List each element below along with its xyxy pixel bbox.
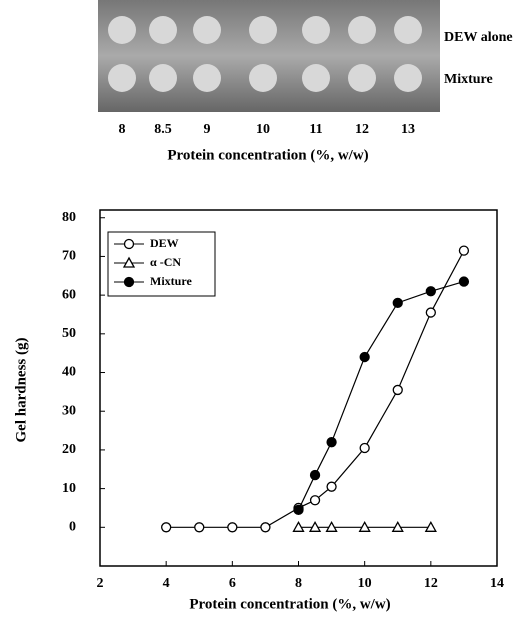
photo-row-label: Mixture: [444, 72, 493, 87]
photo-column-label: 8.5: [154, 122, 172, 137]
marker: [425, 307, 436, 318]
marker: [309, 495, 321, 506]
x-tick-label: 14: [490, 576, 504, 591]
marker: [424, 520, 437, 532]
y-tick-label: 70: [62, 249, 76, 264]
legend-label: Mixture: [150, 274, 192, 288]
photo: [98, 0, 440, 112]
marker: [308, 520, 322, 532]
marker: [391, 520, 404, 532]
photo-column-label: 10: [256, 122, 270, 137]
y-tick-label: 40: [62, 365, 76, 380]
legend-marker: [122, 256, 136, 268]
photo-row-label: DEW alone: [444, 30, 513, 45]
series-line: [297, 281, 465, 511]
marker: [458, 245, 470, 256]
marker: [458, 276, 470, 287]
marker: [309, 469, 321, 481]
x-tick-label: 12: [424, 576, 438, 591]
photo-column-label: 13: [401, 122, 415, 137]
marker: [359, 351, 370, 363]
y-tick-label: 0: [69, 520, 76, 535]
y-tick-label: 20: [62, 442, 76, 457]
y-tick-label: 30: [62, 403, 76, 418]
y-axis-label: Gel hardness (g): [13, 337, 29, 442]
x-tick-label: 8: [295, 576, 302, 591]
y-tick-label: 80: [62, 210, 76, 225]
legend-marker: [123, 276, 135, 288]
legend-marker: [123, 238, 135, 250]
marker: [325, 520, 338, 532]
photo-column-label: 12: [355, 122, 369, 137]
marker: [260, 522, 271, 533]
legend-label: α -CN: [150, 255, 181, 269]
marker: [392, 384, 403, 396]
marker: [358, 520, 371, 532]
marker: [359, 442, 370, 454]
marker: [392, 297, 403, 309]
marker: [194, 522, 205, 533]
marker: [227, 522, 238, 533]
x-axis-label: Protein concentration (%, w/w): [189, 596, 390, 612]
x-tick-label: 4: [163, 576, 170, 591]
marker: [292, 520, 305, 532]
photo-gels: [108, 16, 422, 92]
y-tick-label: 10: [62, 481, 76, 496]
marker: [293, 504, 304, 516]
y-tick-label: 60: [62, 287, 76, 302]
photo-column-label: 11: [309, 122, 322, 137]
x-tick-label: 2: [97, 576, 104, 591]
marker: [425, 286, 436, 297]
photo-column-label: 8: [119, 122, 126, 137]
marker: [326, 481, 337, 492]
marker: [326, 437, 337, 448]
photo-caption: Protein concentration (%, w/w): [167, 147, 368, 163]
marker: [161, 522, 172, 533]
x-tick-label: 10: [358, 576, 372, 591]
x-tick-label: 6: [229, 576, 236, 591]
y-tick-label: 50: [62, 326, 76, 341]
photo-column-label: 9: [204, 122, 211, 137]
legend-label: DEW: [150, 236, 179, 250]
